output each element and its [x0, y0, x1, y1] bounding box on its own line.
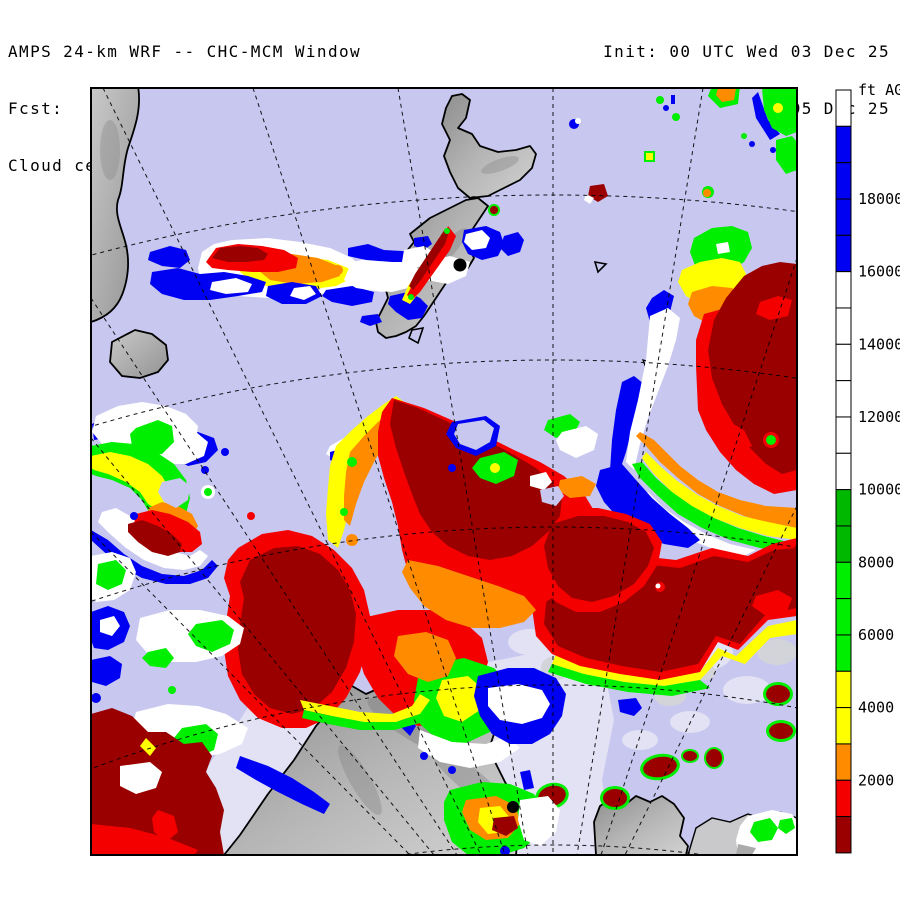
legend-cell	[835, 452, 852, 491]
legend-cell	[835, 598, 852, 636]
product-title: AMPS 24-km WRF -- CHC-MCM Window	[8, 42, 362, 61]
cloud-system-east	[596, 226, 797, 598]
cloud-mass-southwest	[91, 704, 330, 855]
legend-cell	[835, 380, 852, 418]
legend-cell	[835, 634, 852, 672]
legend-cell	[835, 89, 852, 127]
legend-cell	[835, 234, 852, 273]
legend-cell	[835, 489, 852, 527]
legend-cell	[835, 162, 852, 200]
legend-cell	[835, 743, 852, 781]
station-dot-christchurch	[453, 258, 467, 272]
legend-cell	[835, 561, 852, 600]
island-outline-campbell	[593, 260, 608, 274]
land-australia	[91, 88, 140, 323]
cloud-left-edge	[91, 552, 244, 703]
cloud-band-tasman	[148, 238, 470, 326]
legend-tick-label: 10000	[858, 481, 900, 499]
legend-tick-label: 6000	[858, 626, 894, 644]
legend-cell	[835, 707, 852, 745]
land-tasmania	[109, 329, 169, 379]
legend-cell	[835, 307, 852, 345]
legend-tick-label: 16000	[858, 263, 900, 281]
legend-cell	[835, 198, 852, 236]
cloud-topright-strips	[708, 88, 797, 174]
island-outline-stewart	[408, 326, 425, 345]
legend-tick-label: 8000	[858, 553, 894, 571]
legend-cell	[835, 670, 852, 709]
legend-tick-label: 2000	[858, 771, 894, 789]
station-markers	[453, 258, 519, 813]
low-ceiling-pockets	[535, 682, 796, 810]
init-time: Init: 00 UTC Wed 03 Dec 25	[603, 42, 890, 61]
legend-tick-label: 12000	[858, 408, 900, 426]
legend-tick-label: 4000	[858, 699, 894, 717]
graticule	[91, 88, 797, 855]
legend-cell	[835, 125, 852, 164]
legend-cell	[835, 416, 852, 454]
legend-cell	[835, 343, 852, 382]
legend-title: ft AGL	[858, 81, 900, 99]
cloud-ross-sea	[444, 668, 797, 855]
land-nz-north-island	[441, 93, 537, 199]
legend-cell	[835, 779, 852, 818]
map-frame	[90, 87, 798, 856]
legend-cell	[835, 525, 852, 563]
legend-cell	[835, 271, 852, 309]
legend-tick-label: 14000	[858, 335, 900, 353]
cloud-specks-northeast	[569, 95, 755, 204]
legend-cell	[835, 816, 852, 854]
station-dot-mcmurdo	[507, 801, 519, 813]
legend-tick-label: 18000	[858, 190, 900, 208]
cloud-nz	[402, 204, 524, 304]
ceiling-legend: ft AGL 18000 16000 14000 12000 10000 8000 6000…	[835, 81, 900, 854]
